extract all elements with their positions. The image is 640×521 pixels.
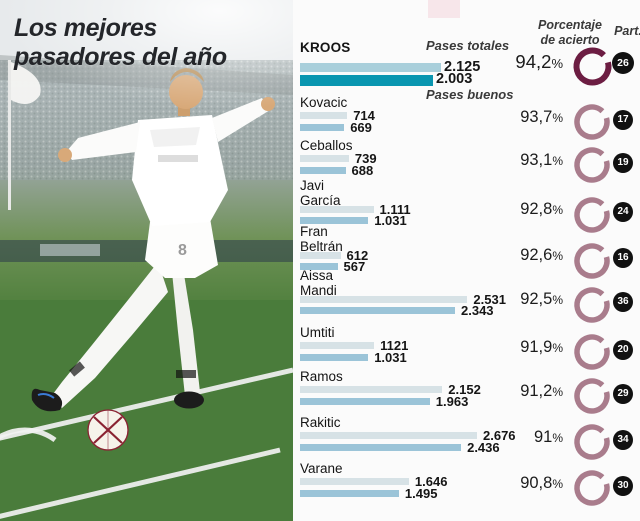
svg-text:8: 8 [178, 242, 187, 259]
